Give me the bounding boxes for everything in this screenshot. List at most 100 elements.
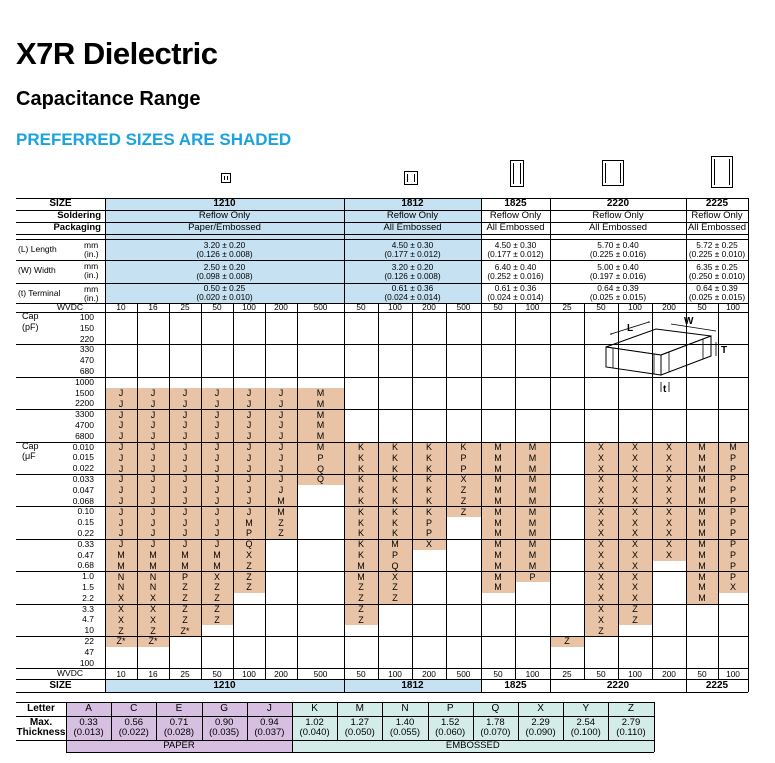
shaded-cell	[233, 495, 265, 507]
thickness-col-line	[201, 702, 203, 740]
cap-code-cell: X	[631, 549, 638, 560]
shaded-cell	[584, 571, 618, 583]
thickness-col-line	[66, 702, 67, 752]
cap-pf-label: (pF)	[22, 321, 39, 332]
wvdc-value: 100	[628, 303, 642, 312]
cap-code-cell: J	[182, 485, 188, 496]
cap-code-cell: P	[729, 463, 736, 474]
size-column-divider	[748, 198, 749, 693]
shaded-cell	[344, 614, 378, 626]
cap-code-cell: J	[150, 420, 156, 431]
thickness-letter: Z	[627, 702, 635, 714]
width-value: 3.20 ± 0.20 (0.126 ± 0.008)	[384, 261, 441, 281]
cap-value: 0.010	[72, 441, 94, 452]
cap-code-cell: J	[118, 387, 124, 398]
wvdc-value: 100	[242, 668, 256, 679]
thickness-value: 2.79 (0.110)	[616, 717, 646, 738]
cap-code-cell: M	[528, 452, 537, 463]
cap-code-cell: X	[597, 582, 604, 593]
shaded-cell	[169, 603, 201, 615]
cap-code-cell: M	[528, 539, 537, 550]
shaded-cell	[652, 538, 686, 550]
cap-code-cell: Z	[632, 603, 638, 614]
size-label: SIZE	[49, 679, 72, 691]
thickness-col-line	[653, 702, 655, 752]
cap-code-cell: M	[528, 560, 537, 571]
dimension-terminal-label: t	[663, 384, 667, 395]
shaded-cell	[169, 463, 201, 475]
thickness-value: 1.52 (0.060)	[435, 717, 466, 738]
row-group-divider	[16, 603, 748, 605]
shaded-cell	[718, 517, 748, 529]
shaded-cell	[265, 441, 297, 453]
shaded-cell	[481, 549, 515, 561]
cap-code-cell: J	[118, 495, 124, 506]
cap-code-cell: M	[494, 517, 502, 528]
shaded-cell	[137, 463, 169, 475]
cap-value: 100	[79, 657, 94, 668]
shaded-cell	[137, 614, 169, 626]
cap-value: 1500	[75, 387, 94, 398]
shaded-cell	[412, 538, 446, 550]
thickness-col-line	[111, 702, 113, 740]
thickness-cell-bg	[563, 702, 609, 740]
shaded-cell	[201, 592, 233, 604]
cap-code-cell: M	[316, 387, 325, 398]
wvdc-value: 16	[148, 668, 158, 679]
cap-code-cell: X	[665, 539, 672, 550]
cap-code-cell: J	[182, 441, 188, 452]
voltage-column-divider	[297, 303, 298, 680]
shaded-cell	[652, 452, 686, 464]
shaded-cell	[201, 398, 233, 410]
thickness-row-line	[16, 716, 654, 717]
cap-code-cell: Z	[182, 614, 188, 625]
shaded-cell	[718, 452, 748, 464]
cap-code-cell: J	[150, 387, 156, 398]
cap-code-cell: Z*	[180, 625, 190, 636]
shaded-cell	[105, 409, 137, 421]
cap-code-cell: X	[597, 593, 604, 604]
shaded-cell	[137, 420, 169, 432]
shaded-cell	[652, 528, 686, 540]
voltage-column-divider	[515, 303, 516, 680]
cap-code-cell: J	[182, 452, 188, 463]
cap-value: 0.47	[77, 549, 94, 560]
cap-code-cell: J	[182, 409, 188, 420]
cap-code-cell: M	[528, 474, 537, 485]
cap-code-cell: J	[278, 387, 284, 398]
packaging-value: All Embossed	[687, 222, 747, 234]
shaded-cell	[618, 603, 652, 615]
shaded-cell	[169, 549, 201, 561]
shaded-cell	[618, 582, 652, 594]
cap-code-cell: M	[494, 571, 502, 582]
cap-code-cell: P	[729, 560, 736, 571]
cap-code-cell: J	[246, 431, 252, 442]
shaded-cell	[233, 420, 265, 432]
shaded-cell	[718, 495, 748, 507]
voltage-column-divider	[618, 303, 619, 680]
packaging-value: All Embossed	[383, 222, 442, 234]
package-outline-icon	[602, 160, 624, 186]
page-title: X7R Dielectric	[16, 36, 218, 71]
cap-code-cell: X	[149, 603, 156, 614]
cap-code-cell: X	[631, 463, 638, 474]
cap-code-cell: J	[118, 539, 124, 550]
shaded-cell	[446, 474, 481, 486]
cap-code-cell: J	[182, 495, 188, 506]
shaded-cell	[412, 452, 446, 464]
cap-code-cell: P	[317, 452, 324, 463]
cap-code-cell: J	[246, 398, 252, 409]
size-column-divider	[105, 198, 106, 693]
shaded-cell	[265, 452, 297, 464]
cap-code-cell: M	[316, 431, 325, 442]
shaded-cell	[137, 538, 169, 550]
shaded-cell	[169, 528, 201, 540]
shaded-cell	[686, 571, 718, 583]
cap-code-cell: K	[357, 463, 364, 474]
cap-pf-label: Cap	[22, 311, 39, 321]
thickness-letter: E	[175, 702, 183, 714]
shaded-cell	[265, 387, 297, 399]
cap-code-cell: X	[149, 614, 156, 625]
wvdc-value: 100	[242, 303, 256, 312]
cap-code-cell: M	[316, 441, 325, 452]
